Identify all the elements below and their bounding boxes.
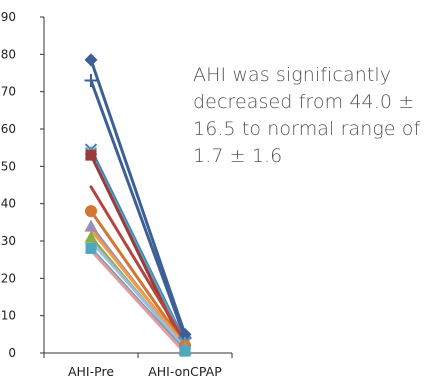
y-tick-label: 60: [1, 122, 16, 136]
data-point: [85, 149, 97, 161]
data-point: [85, 242, 97, 254]
series-line: [89, 239, 187, 349]
y-tick-label: 80: [1, 47, 16, 61]
y-tick-label: 70: [1, 85, 16, 99]
data-point: [84, 219, 98, 232]
y-axis: 0 10 20 30 40 50 60 70 80 90: [1, 10, 45, 360]
y-tick-label: 50: [1, 159, 16, 173]
series-line: [89, 78, 187, 340]
series-line: [89, 228, 187, 348]
y-tick-label: 20: [1, 271, 16, 285]
y-tick-label: 40: [1, 197, 16, 211]
data-point: [179, 345, 191, 357]
data-point: [84, 53, 98, 67]
series-lines: [89, 58, 187, 355]
x-category-label: AHI-Pre: [68, 364, 114, 379]
chart-annotation: AHI was significantly decreased from 44.…: [193, 64, 421, 167]
data-point: [84, 230, 98, 243]
y-tick-label: 90: [1, 10, 16, 24]
y-tick-label: 0: [8, 346, 16, 360]
y-tick-label: 30: [1, 234, 16, 248]
series-line: [89, 209, 187, 348]
y-tick-label: 10: [1, 309, 16, 323]
series-line: [89, 248, 187, 355]
series-line: [89, 185, 187, 344]
series-line: [89, 58, 187, 336]
series-markers: [84, 53, 192, 357]
data-point: [85, 205, 97, 218]
x-axis: AHI-Pre AHI-onCPAP: [43, 352, 233, 379]
x-category-label: AHI-onCPAP: [148, 364, 222, 379]
data-point: [84, 73, 98, 87]
